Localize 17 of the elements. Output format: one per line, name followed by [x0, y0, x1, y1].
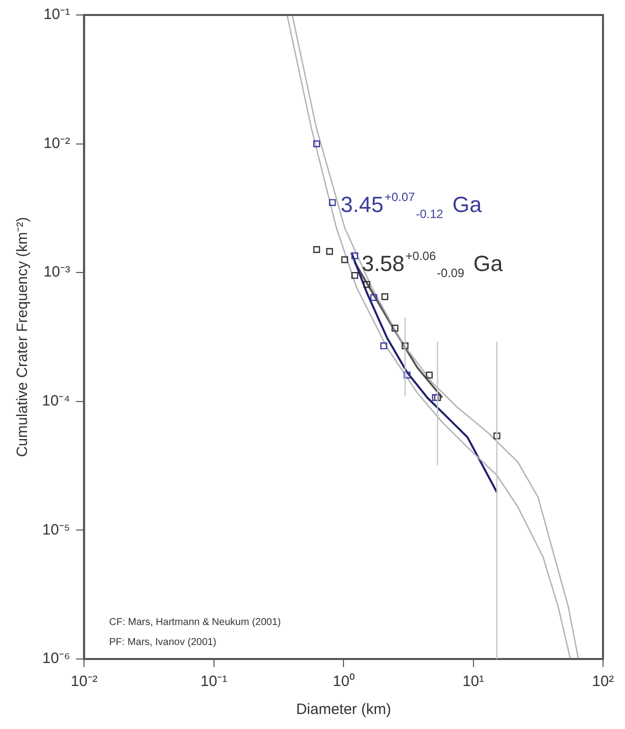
annotation: CF: Mars, Hartmann & Neukum (2001)	[109, 617, 281, 628]
y-axis-title: Cumulative Crater Frequency (km⁻²)	[14, 216, 32, 458]
x-tick-label: 10⁻²	[70, 673, 98, 690]
annotation: 3.45$^{+0.07}$$_{-0.12}$ Ga	[340, 190, 482, 221]
x-axis-title: Diameter (km)	[296, 701, 392, 718]
x-tick-label: 10⁻¹	[200, 673, 228, 690]
x-tick-label: 10⁰	[332, 673, 354, 690]
annotation: PF: Mars, Ivanov (2001)	[109, 637, 216, 648]
annotation: 3.58$^{+0.06}$$_{-0.09}$ Ga	[362, 249, 503, 280]
y-tick-label: 10⁻¹	[43, 6, 70, 24]
y-tick-label: 10⁻⁶	[42, 650, 70, 668]
x-tick-label: 10²	[592, 673, 614, 690]
x-tick-label: 10¹	[462, 673, 484, 690]
y-tick-label: 10⁻⁴	[42, 392, 70, 410]
y-tick-label: 10⁻⁵	[42, 521, 70, 538]
y-tick-label: 10⁻³	[43, 264, 70, 281]
y-tick-label: 10⁻²	[43, 134, 70, 152]
